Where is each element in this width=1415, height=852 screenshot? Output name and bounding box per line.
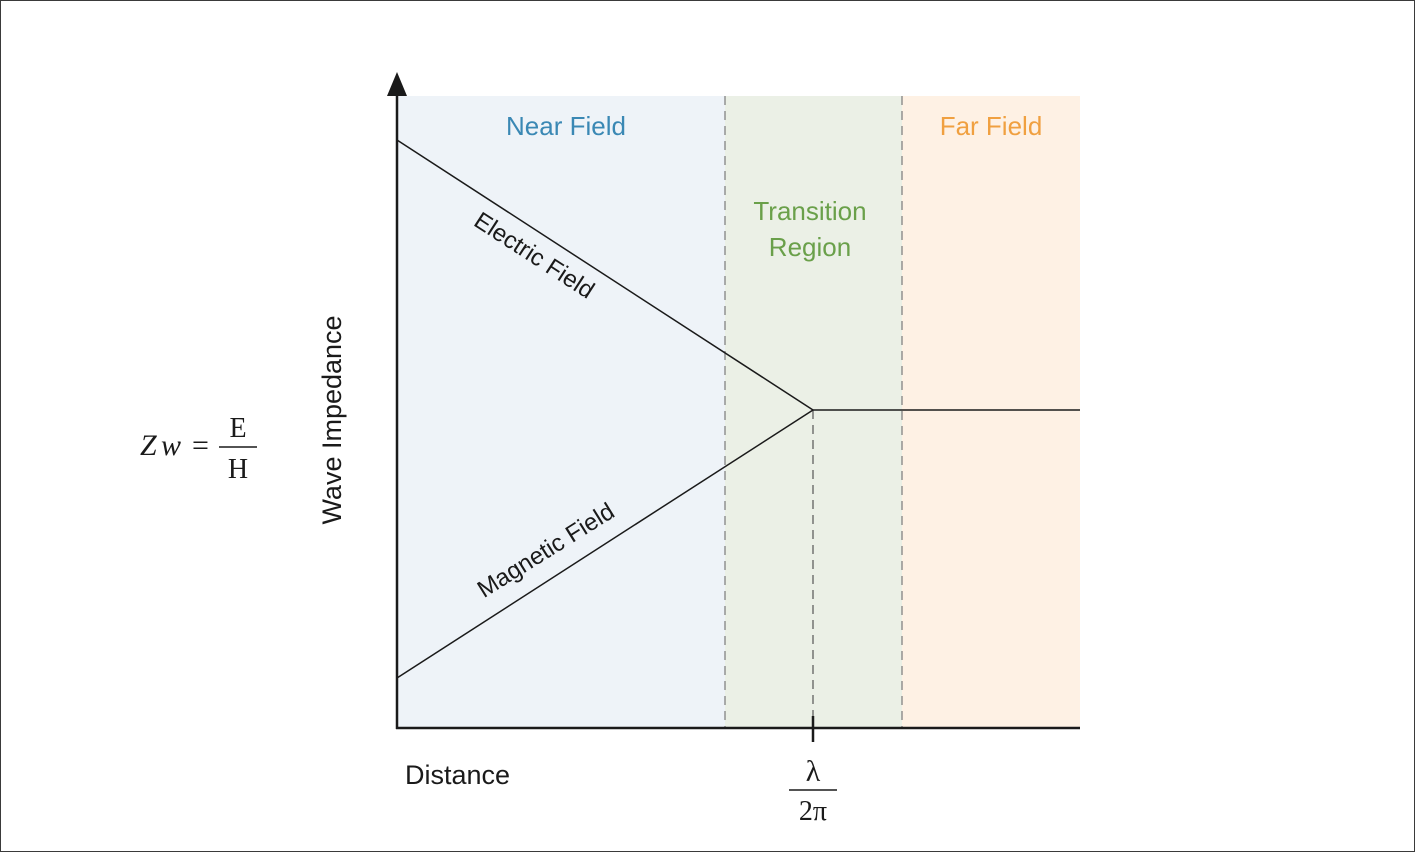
far-field-region <box>902 96 1080 728</box>
electric-field-line <box>396 139 814 411</box>
magnetic-field-line <box>396 409 814 679</box>
wave-impedance-formula: Z w = E H <box>140 413 257 485</box>
formula-numerator: E <box>229 413 246 444</box>
formula-z: Z <box>140 429 157 462</box>
transition-region-label-line2: Region <box>769 232 851 262</box>
formula-equals: = <box>192 429 209 462</box>
two-pi-denominator: 2π <box>799 796 827 827</box>
formula-w: w <box>161 429 181 462</box>
transition-region-label-line1: Transition <box>753 196 866 226</box>
y-axis-label: Wave Impedance <box>317 315 347 524</box>
lambda-symbol: λ <box>806 755 821 788</box>
y-axis-arrowhead <box>387 72 407 96</box>
x-axis-label: Distance <box>405 760 510 790</box>
near-field-region <box>397 96 725 728</box>
far-field-label: Far Field <box>940 111 1043 141</box>
formula-denominator: H <box>228 454 248 485</box>
lambda-over-2pi-marker: λ 2π <box>789 755 837 827</box>
near-field-label: Near Field <box>506 111 626 141</box>
